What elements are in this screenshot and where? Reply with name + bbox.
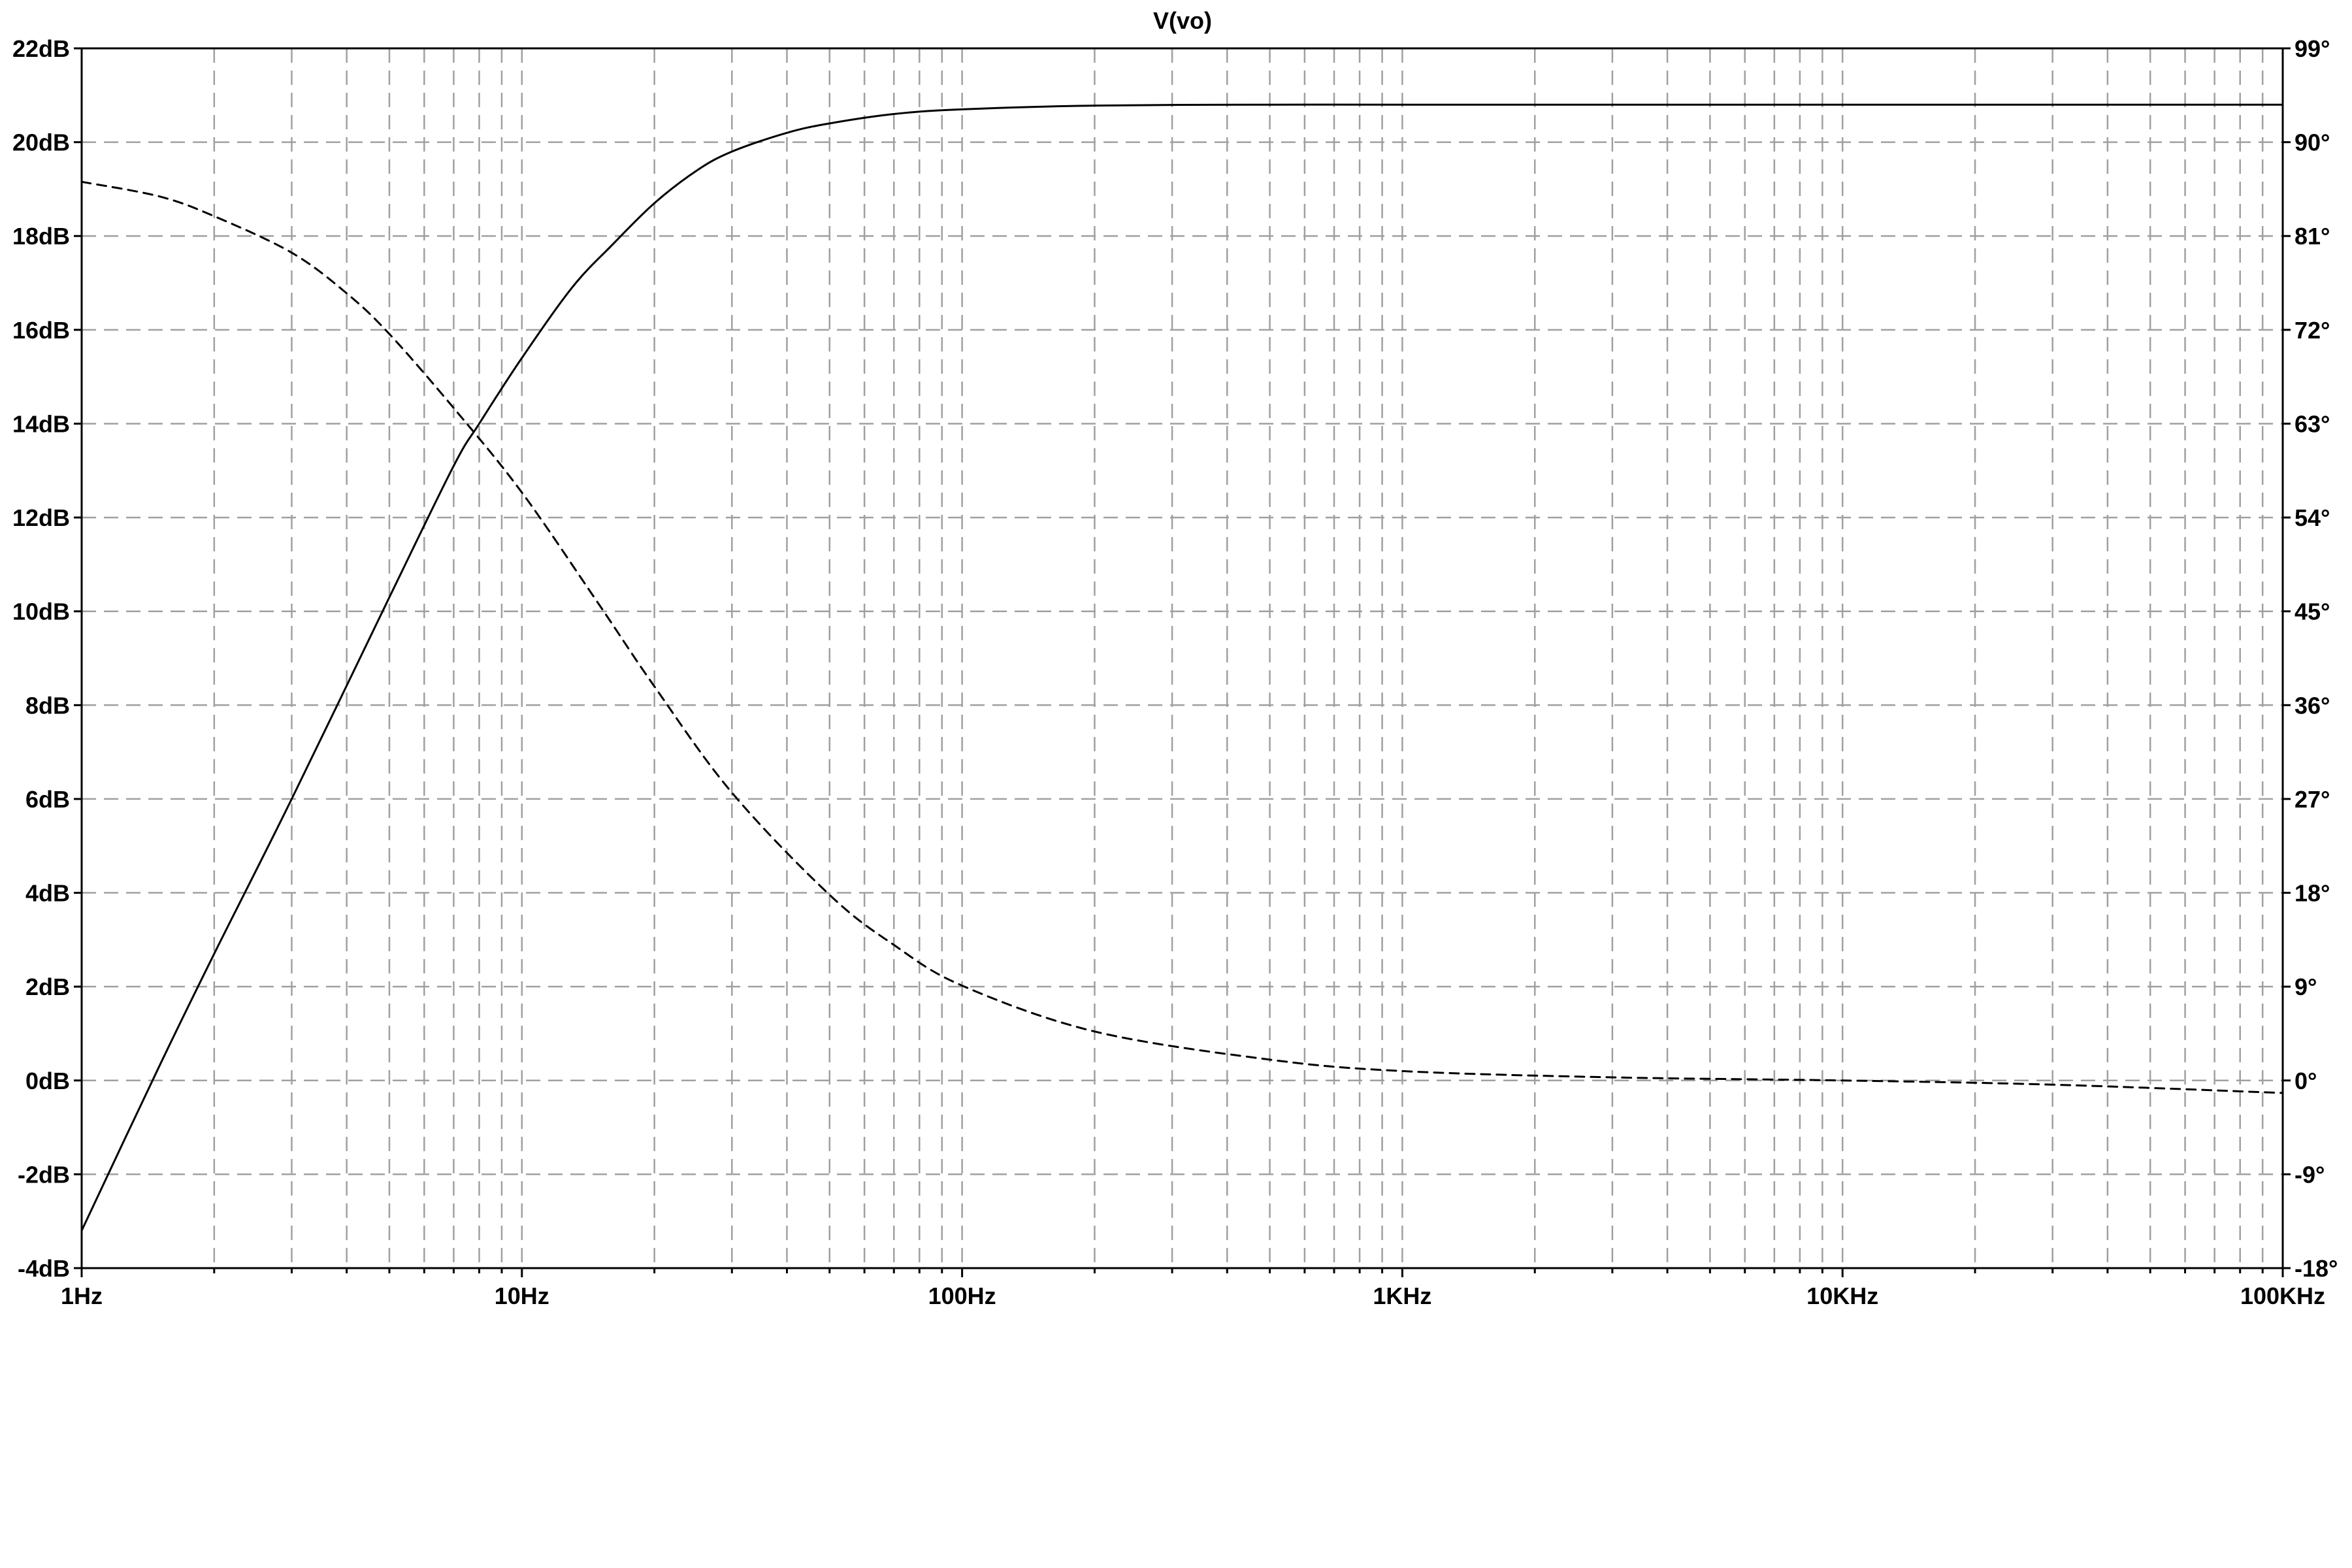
- y-right-tick-label: 27°: [2295, 786, 2330, 813]
- y-left-tick-label: 4dB: [25, 880, 70, 907]
- y-right-tick-label: 9°: [2295, 973, 2317, 1000]
- chart-title: V(vo): [1153, 7, 1212, 34]
- y-right-tick-label: 45°: [2295, 598, 2330, 625]
- y-right-tick-label: 81°: [2295, 223, 2330, 250]
- y-left-tick-label: 10dB: [12, 598, 70, 625]
- y-left-tick-label: 8dB: [25, 692, 70, 719]
- y-left-tick-label: 12dB: [12, 504, 70, 531]
- y-right-tick-label: 54°: [2295, 504, 2330, 531]
- y-right-tick-label: 0°: [2295, 1068, 2317, 1094]
- phase-trace: [80, 180, 2284, 1094]
- x-tick-label: 100Hz: [928, 1282, 996, 1309]
- y-left-tick-label: 0dB: [25, 1068, 70, 1094]
- grid: [82, 48, 2283, 1268]
- y-right-tick-label: 63°: [2295, 410, 2330, 437]
- x-tick-label: 10KHz: [1806, 1282, 1878, 1309]
- y-right-tick-label: 36°: [2295, 692, 2330, 719]
- y-right-tick-label: 99°: [2295, 35, 2330, 62]
- axis-ticks: [74, 47, 2291, 1277]
- y-left-tick-label: -4dB: [18, 1255, 70, 1282]
- y-left-tick-label: 22dB: [12, 35, 70, 62]
- magnitude-trace: [80, 103, 2284, 1232]
- axis-labels: -4dB -2dB 0dB 2dB 4dB 6dB 8dB 10dB 12dB 14dB 16dB 1…: [12, 35, 2338, 1309]
- x-tick-label: 1KHz: [1373, 1282, 1431, 1309]
- y-left-tick-label: 16dB: [12, 317, 70, 344]
- y-left-tick-label: 18dB: [12, 223, 70, 250]
- traces: [80, 103, 2284, 1232]
- y-right-tick-label: -9°: [2295, 1161, 2325, 1188]
- y-right-tick-label: 90°: [2295, 129, 2330, 156]
- y-right-tick-label: 72°: [2295, 317, 2330, 344]
- y-right-tick-label: -18°: [2295, 1255, 2338, 1282]
- y-left-tick-label: 14dB: [12, 410, 70, 437]
- plot-frame: [80, 47, 2284, 1269]
- x-tick-label: 10Hz: [495, 1282, 549, 1309]
- x-tick-label: 1Hz: [61, 1282, 103, 1309]
- y-left-tick-label: 2dB: [25, 973, 70, 1000]
- x-tick-label: 100KHz: [2240, 1282, 2325, 1309]
- y-left-tick-label: -2dB: [18, 1161, 70, 1188]
- y-right-tick-label: 18°: [2295, 880, 2330, 907]
- y-left-tick-label: 20dB: [12, 129, 70, 156]
- y-left-tick-label: 6dB: [25, 786, 70, 813]
